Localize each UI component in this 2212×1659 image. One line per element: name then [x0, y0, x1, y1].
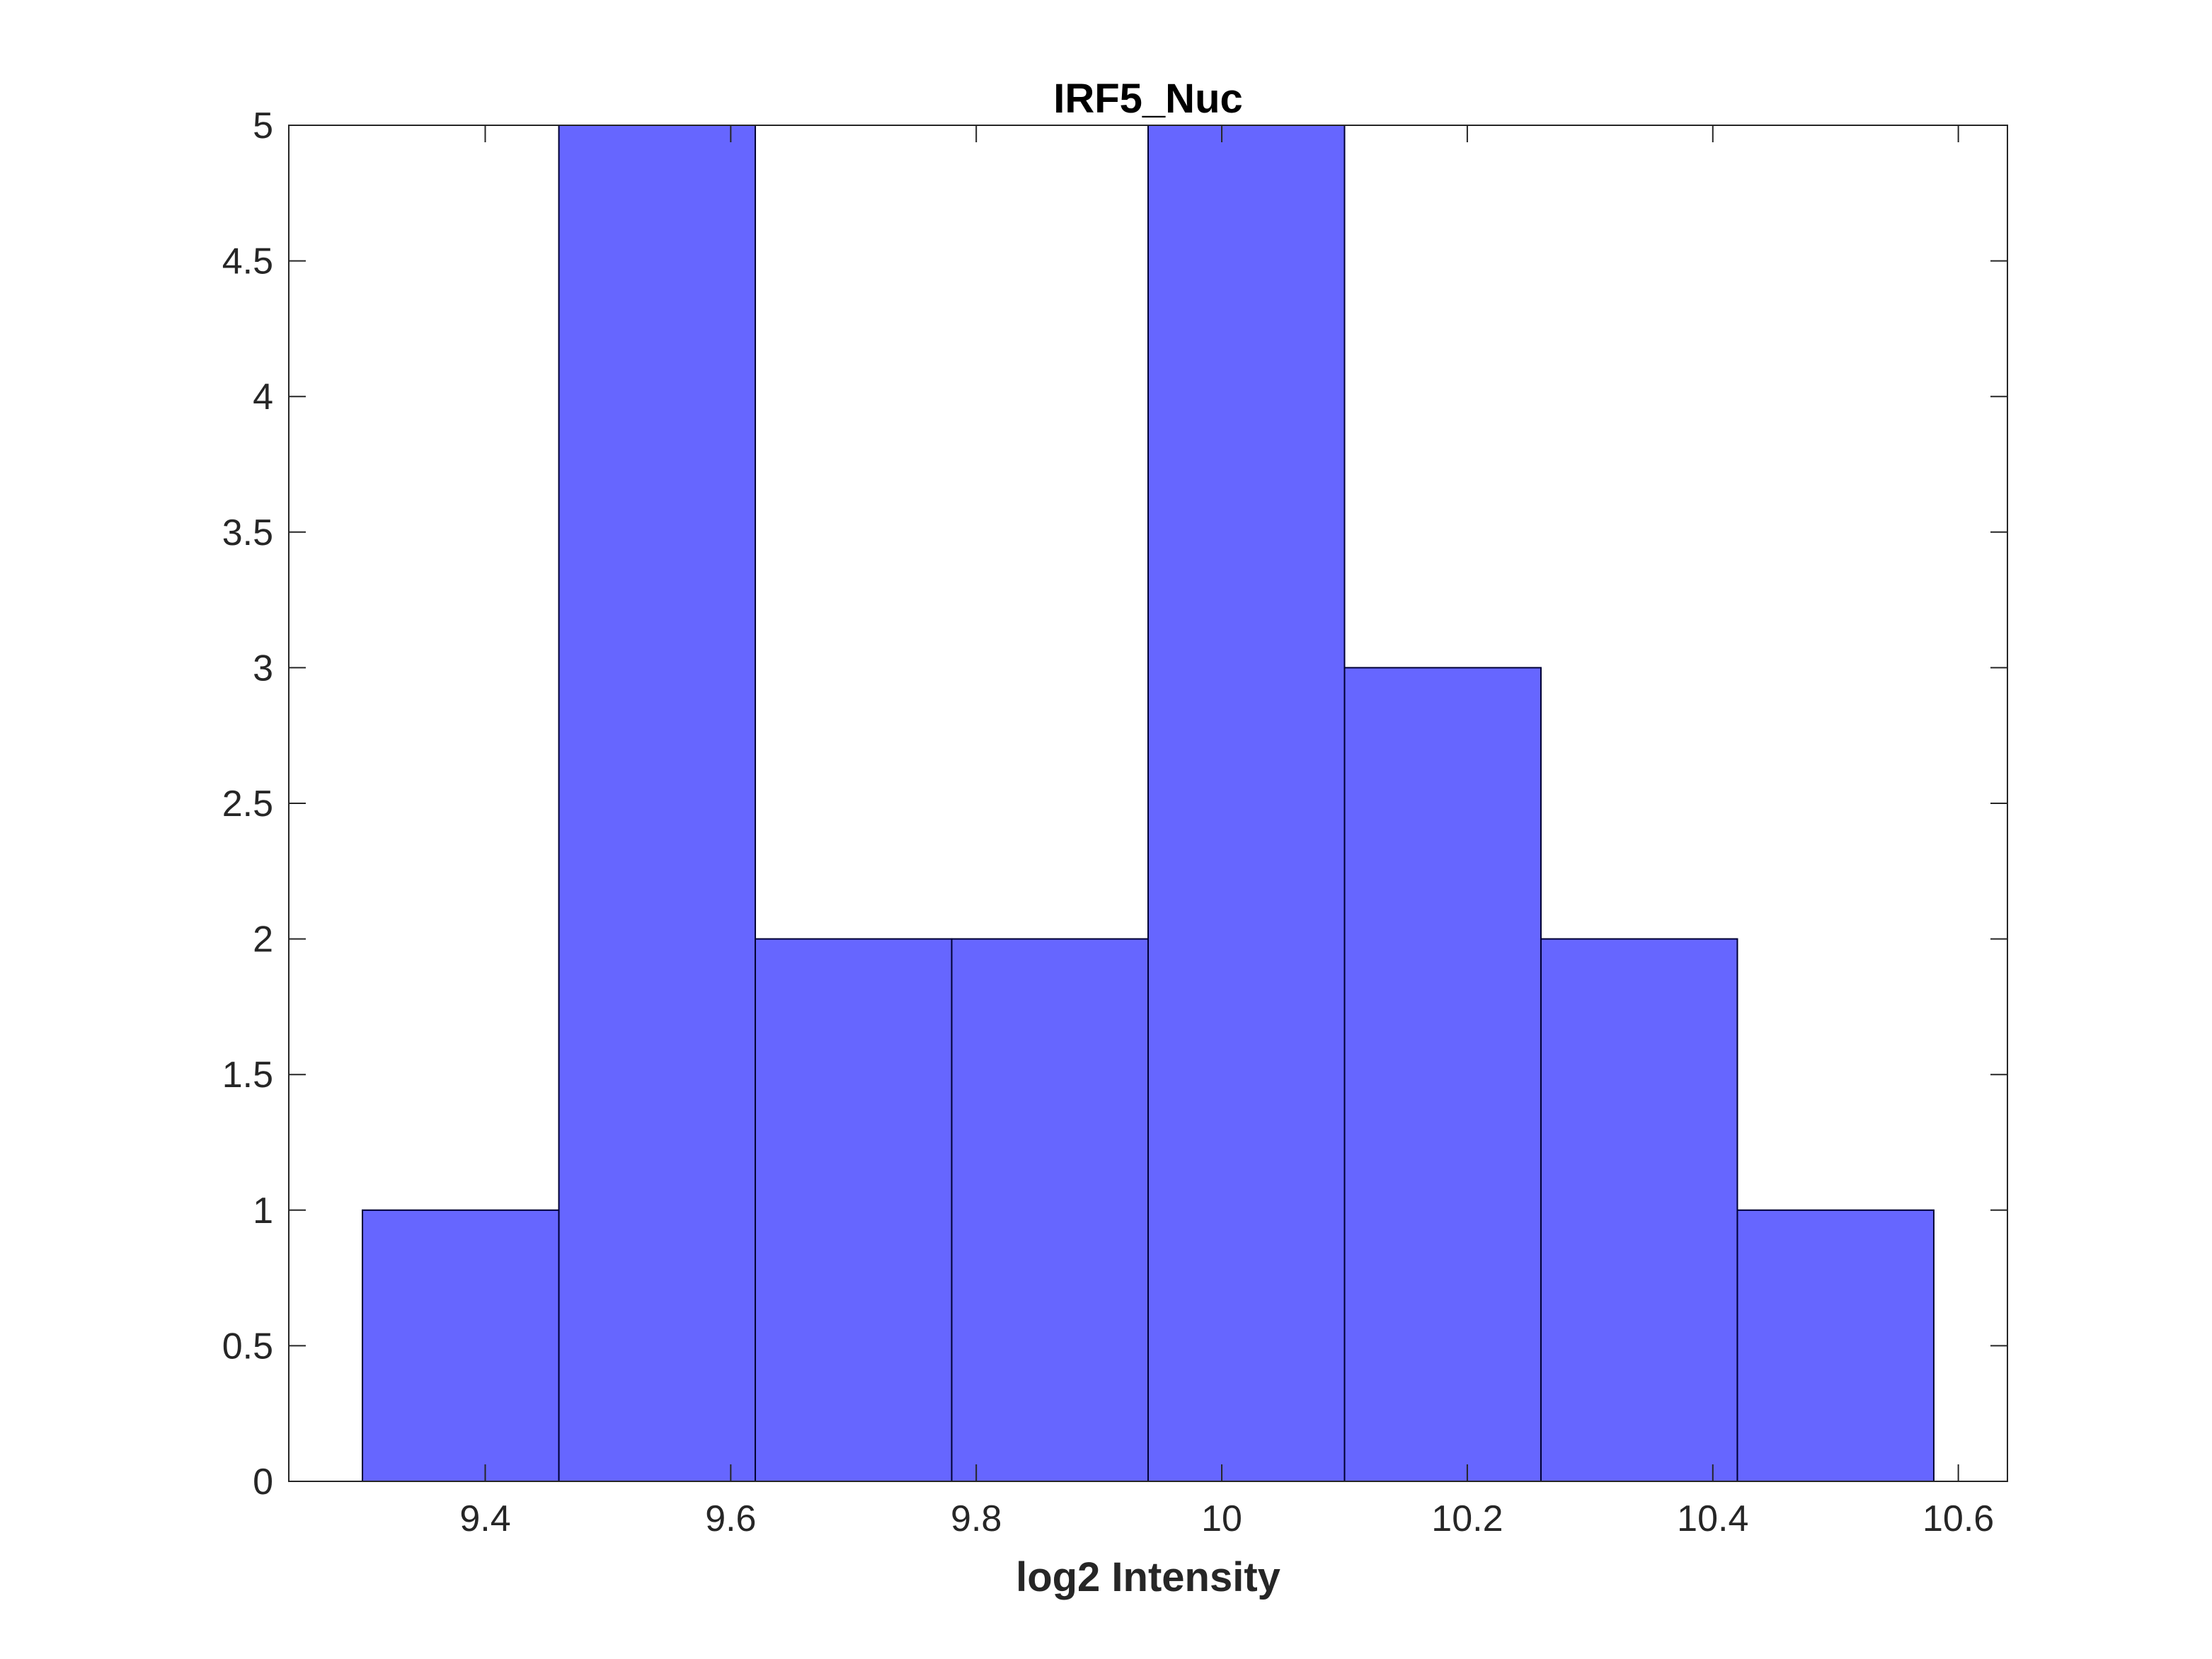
- y-tick-label: 3: [253, 648, 273, 689]
- y-tick-label: 2.5: [222, 783, 273, 825]
- y-tick-label: 1.5: [222, 1055, 273, 1096]
- x-tick-label: 9.4: [459, 1498, 510, 1539]
- histogram-bar: [1147, 125, 1346, 1482]
- x-axis-label: log2 Intensity: [1016, 1554, 1280, 1600]
- x-tick-label: 10.4: [1677, 1498, 1748, 1539]
- x-tick-labels: 9.4 9.6 9.8 10 10.2 10.4 10.6: [459, 1498, 1994, 1539]
- y-tick-labels: 0 0.5 1 1.5 2 2.5 3 3.5 4 4.5 5: [222, 105, 273, 1503]
- x-tick-label: 10: [1201, 1498, 1242, 1539]
- histogram-bar: [1540, 938, 1738, 1482]
- histogram-bar: [951, 938, 1149, 1482]
- axis-ticks: [289, 125, 2007, 1482]
- x-tick-label: 10.6: [1922, 1498, 1994, 1539]
- y-tick-label: 2: [253, 919, 273, 960]
- x-tick-label: 9.6: [705, 1498, 756, 1539]
- histogram-bar: [1343, 667, 1542, 1482]
- y-tick-label: 4: [253, 377, 273, 418]
- histogram-bars: [362, 125, 1935, 1483]
- histogram-bar: [362, 1209, 560, 1483]
- chart-title: IRF5_Nuc: [1053, 76, 1243, 122]
- y-tick-label: 0: [253, 1462, 273, 1503]
- histogram-bar: [558, 125, 757, 1482]
- y-tick-label: 1: [253, 1190, 273, 1232]
- x-tick-label: 10.2: [1431, 1498, 1503, 1539]
- x-tick-label: 9.8: [951, 1498, 1002, 1539]
- histogram-bar: [1736, 1209, 1935, 1483]
- y-tick-label: 3.5: [222, 512, 273, 553]
- histogram-bar: [755, 938, 953, 1482]
- y-tick-label: 0.5: [222, 1326, 273, 1367]
- axes-box: [288, 125, 2008, 1482]
- y-tick-label: 4.5: [222, 241, 273, 282]
- y-tick-label: 5: [253, 105, 273, 147]
